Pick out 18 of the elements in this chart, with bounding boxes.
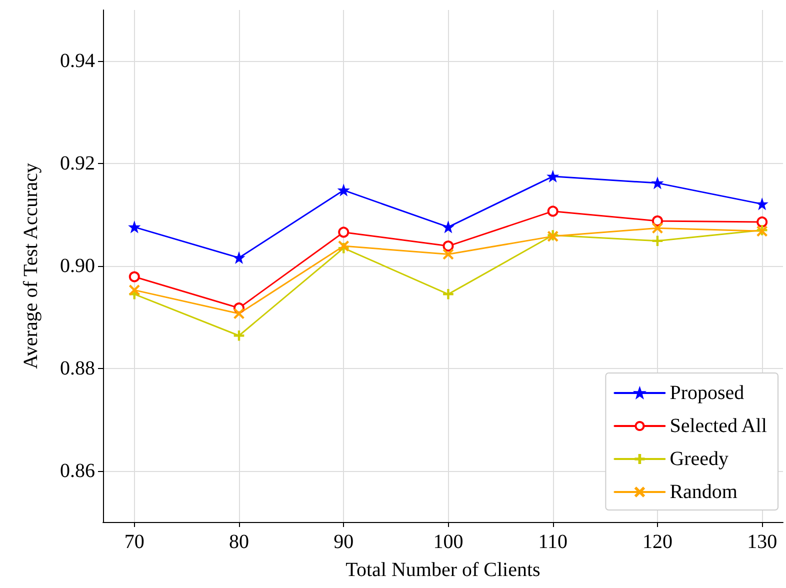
x-tick-label: 120 [642,531,672,553]
x-tick-label: 90 [334,531,354,553]
legend-label: Proposed [670,382,744,404]
x-axis-title: Total Number of Clients [346,559,541,581]
legend-label: Random [670,481,738,503]
y-tick-label: 0.90 [60,255,95,277]
y-tick-label: 0.94 [60,50,95,72]
y-tick-label: 0.88 [60,357,95,380]
y-axis-title: Average of Test Accuracy [20,162,42,370]
x-tick-label: 100 [433,531,464,553]
y-tick-label: 0.86 [60,460,95,482]
x-tick-label: 80 [229,531,249,553]
y-tick-label: 0.92 [60,152,95,175]
legend-label: Greedy [670,448,729,470]
x-tick-label: 70 [124,531,144,553]
x-tick-label: 130 [747,531,778,553]
x-tick-label: 110 [538,531,568,553]
legend-label: Selected All [670,415,768,437]
